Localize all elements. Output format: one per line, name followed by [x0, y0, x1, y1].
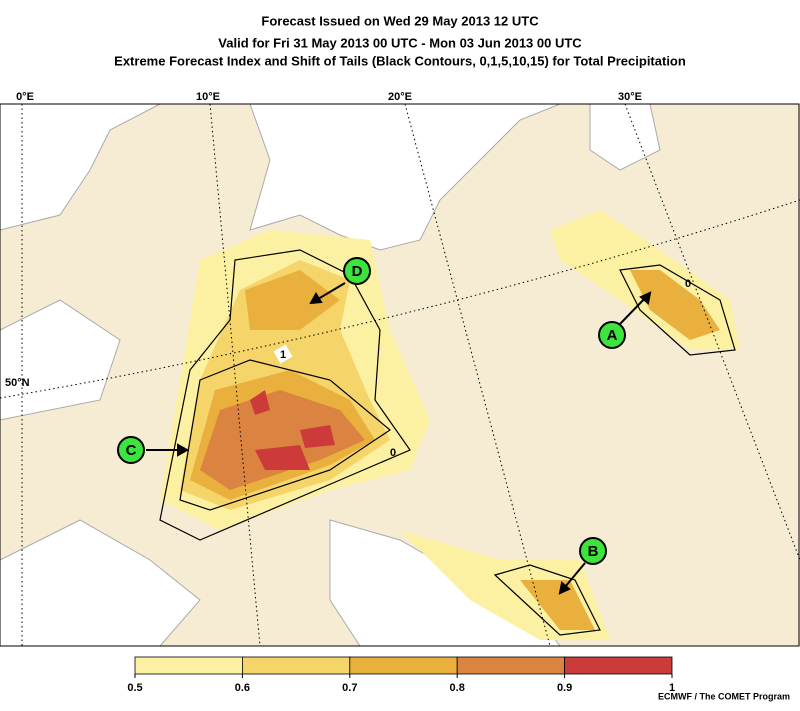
map-frame — [0, 103, 800, 647]
graticule — [0, 103, 800, 647]
title: Valid for Fri 31 May 2013 00 UTC - Mon 0… — [218, 35, 582, 50]
colorbar-segment — [564, 656, 673, 675]
lon-label: 0°E — [16, 91, 34, 103]
lon-label: 30°E — [618, 91, 642, 103]
title: Extreme Forecast Index and Shift of Tail… — [114, 53, 686, 68]
contour-label: 1 — [280, 349, 286, 361]
contour-label: 0 — [390, 447, 396, 459]
colorbar-segment — [456, 656, 566, 675]
colorbar-segment — [349, 656, 458, 675]
precip — [520, 580, 595, 630]
contour — [619, 264, 736, 356]
sea — [249, 103, 561, 251]
contour — [179, 359, 392, 511]
colorbar: 0.5 0.6 0.7 0.8 0.9 1 — [127, 656, 675, 694]
markers: A B C D — [117, 257, 626, 565]
colorbar-tick-label: 0.6 — [235, 682, 250, 694]
sea — [0, 519, 201, 647]
contour-label: 0 — [685, 278, 691, 290]
contour — [159, 249, 411, 541]
colorbar-segment — [134, 656, 243, 675]
arrows — [146, 282, 652, 595]
lon-label: 20°E — [388, 91, 412, 103]
marker-label: C — [126, 442, 137, 459]
precip — [630, 270, 720, 340]
lat-label: 50°N — [5, 377, 30, 389]
colorbar-tick-label: 1 — [669, 682, 675, 694]
contour — [493, 564, 601, 636]
title: Forecast Issued on Wed 29 May 2013 12 UT… — [261, 13, 539, 28]
colorbar-tick-label: 0.8 — [450, 682, 465, 694]
credit: ECMWF / The COMET Program — [658, 691, 790, 701]
colorbar-segment — [241, 656, 351, 675]
lon-label: 10°E — [196, 91, 220, 103]
precip — [250, 390, 335, 470]
contour-label-bg — [273, 344, 293, 364]
colorbar-tick-label: 0.9 — [557, 682, 572, 694]
map: 50°N 1 0 0 A B C D — [0, 103, 800, 647]
colorbar-tick-label: 0.5 — [127, 682, 142, 694]
colorbar-tick-label: 0.7 — [342, 682, 357, 694]
sea — [0, 299, 121, 421]
precip — [245, 270, 340, 330]
marker-label: A — [607, 327, 618, 344]
marker-label: B — [588, 543, 599, 560]
precip — [200, 390, 365, 490]
marker-label: D — [352, 263, 363, 280]
